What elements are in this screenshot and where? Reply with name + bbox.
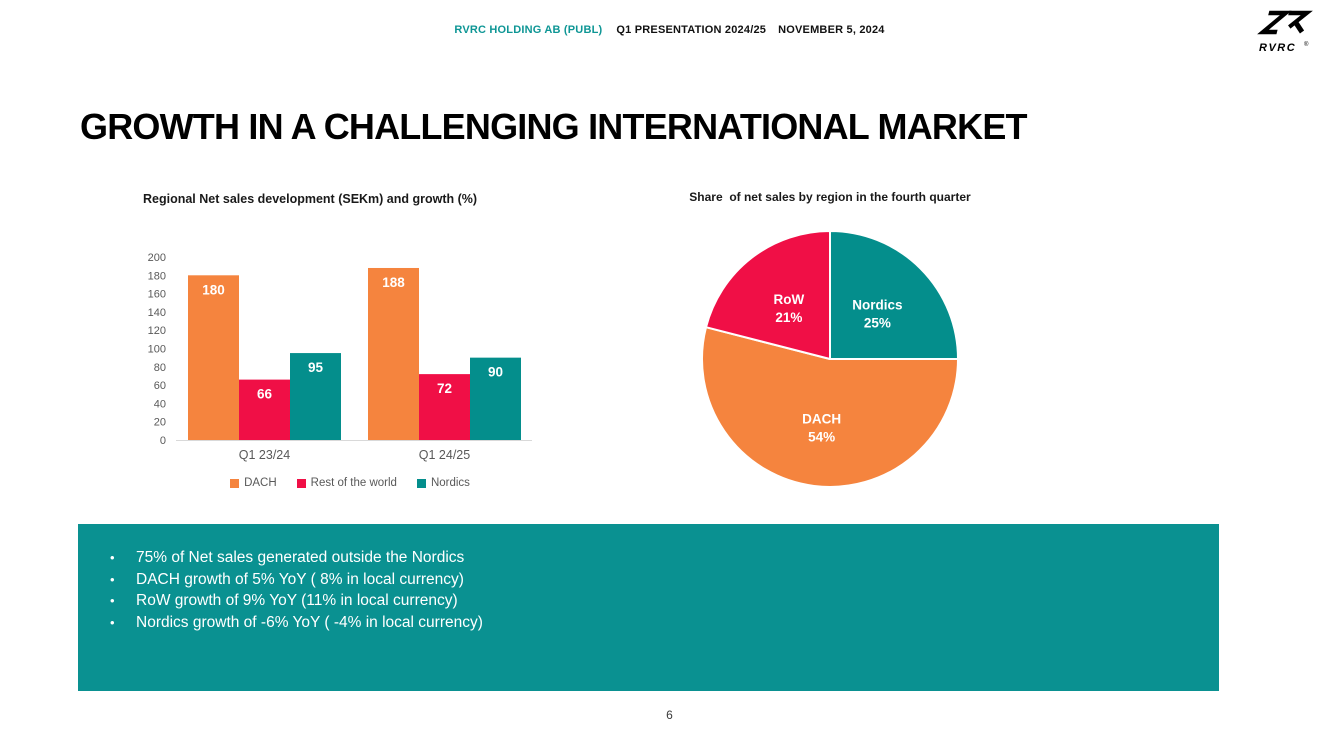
bar-value-label: 188 <box>382 275 405 290</box>
bullet-list: • 75% of Net sales generated outside the … <box>78 547 1219 633</box>
bar-value-label: 72 <box>437 381 452 396</box>
bullet-text: RoW growth of 9% YoY (11% in local curre… <box>136 592 458 609</box>
legend-swatch-icon <box>296 478 306 488</box>
bullet-item: • Nordics growth of -6% YoY ( -4% in loca… <box>78 612 1219 634</box>
bar-value-label: 180 <box>202 282 225 297</box>
bar-nordics <box>290 353 341 440</box>
bar-nordics <box>470 357 521 440</box>
bar-dach <box>368 267 419 440</box>
bar-value-label: 66 <box>257 387 273 402</box>
category-label: Q1 23/24 <box>239 448 290 462</box>
legend-label: Rest of the world <box>310 477 397 489</box>
bullet-text: DACH growth of 5% YoY ( 8% in local curr… <box>136 570 464 588</box>
legend-item: Nordics <box>416 477 470 489</box>
pie-slice-row <box>705 230 831 360</box>
key-takeaways-box: • 75% of Net sales generated outside the … <box>78 524 1219 691</box>
y-axis-tick-label: 80 <box>154 362 166 374</box>
bar-dach <box>188 275 239 440</box>
pie-chart-block: Share of net sales by region in the four… <box>680 189 980 489</box>
y-axis-tick-label: 60 <box>154 380 166 392</box>
category-label: Q1 24/25 <box>419 448 470 462</box>
bullet-text: Nordics growth of -6% YoY ( -4% in local… <box>136 613 483 631</box>
slide-header: RVRC HOLDING AB (PUBL) Q1 PRESENTATION 20… <box>0 24 1339 36</box>
logo-wordmark: RVRC <box>1259 42 1296 54</box>
presentation-title: Q1 PRESENTATION 2024/25 <box>616 24 767 36</box>
pie-slice-label: DACH <box>802 411 841 426</box>
logo-mark-left <box>1257 10 1292 35</box>
bullet-item: • RoW growth of 9% YoY (11% in local curr… <box>78 590 1219 612</box>
bar-value-label: 95 <box>308 360 324 375</box>
company-name: RVRC HOLDING AB (PUBL) <box>454 24 603 36</box>
y-axis-tick-label: 180 <box>148 270 166 282</box>
bullet-dot-icon: • <box>110 550 115 565</box>
y-axis-tick-label: 40 <box>154 398 166 410</box>
page-number: 6 <box>666 708 673 722</box>
bar-value-label: 90 <box>488 365 503 380</box>
bullet-item: • DACH growth of 5% YoY ( 8% in local cur… <box>78 569 1219 591</box>
y-axis-tick-label: 140 <box>148 307 166 319</box>
rvrc-logo-icon: RVRC ® <box>1257 10 1313 54</box>
presentation-date: NOVEMBER 5, 2024 <box>778 24 885 36</box>
registered-mark: ® <box>1304 41 1309 48</box>
y-axis-tick-label: 100 <box>148 344 166 356</box>
legend-item: Rest of the world <box>296 477 397 489</box>
legend-item: DACH <box>230 477 277 489</box>
pie-slice-nordics <box>829 230 959 360</box>
y-axis-tick-label: 120 <box>148 325 166 337</box>
pie-slice-percent: 25% <box>864 316 891 331</box>
legend-swatch-icon <box>416 478 426 488</box>
bullet-dot-icon: • <box>110 593 115 608</box>
bar-chart-legend: DACH Rest of the world Nordics <box>140 477 560 489</box>
bullet-dot-icon: • <box>110 614 115 630</box>
y-axis-tick-label: 160 <box>148 289 166 301</box>
logo-mark-leg <box>1292 19 1305 34</box>
legend-label: DACH <box>244 477 277 489</box>
bullet-dot-icon: • <box>110 571 115 587</box>
pie-slice-percent: 21% <box>775 310 802 325</box>
bar-chart-block: Regional Net sales development (SEKm) an… <box>140 191 560 489</box>
legend-swatch-icon <box>230 478 240 488</box>
pie-slice-percent: 54% <box>808 429 835 444</box>
bar-chart-title: Regional Net sales development (SEKm) an… <box>143 192 478 206</box>
pie-chart-svg: Nordics 25% DACH 54% RoW 21% <box>701 230 959 488</box>
pie-slice-label: RoW <box>774 292 805 307</box>
bar-rest-of-the-world <box>419 374 470 440</box>
bullet-item: • 75% of Net sales generated outside the … <box>78 547 1219 569</box>
bar-rest-of-the-world <box>239 379 290 440</box>
pie-slice-label: Nordics <box>852 298 902 313</box>
page-title: GROWTH IN A CHALLENGING INTERNATIONAL MA… <box>80 106 1028 147</box>
y-axis-tick-label: 20 <box>154 417 166 429</box>
bullet-text: 75% of Net sales generated outside the N… <box>136 549 465 566</box>
pie-slice-dach <box>701 326 959 488</box>
pie-chart-title: Share of net sales by region in the four… <box>689 190 971 204</box>
bar-chart-svg: 0 20 40 60 80 100 120 140 160 180 200 180 66 95 Q1 23/… <box>148 252 532 462</box>
legend-label: Nordics <box>430 477 470 489</box>
y-axis-tick-label: 0 <box>160 435 166 447</box>
y-axis-tick-label: 200 <box>148 252 166 264</box>
